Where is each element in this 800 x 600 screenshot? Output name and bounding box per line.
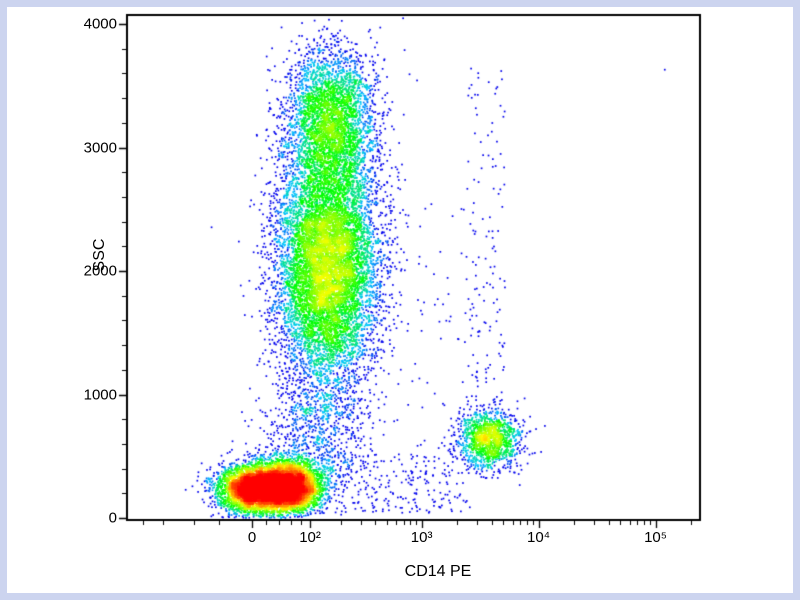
y-tick-label-0: 0 (108, 509, 117, 527)
y-tick-label-1000: 1000 (83, 386, 117, 403)
x-axis-label: CD14 PE (404, 563, 472, 580)
x-tick-label-100000: 10⁵ (644, 529, 667, 546)
x-tick-label-100: 10² (299, 529, 321, 546)
x-tick-label-10000: 10⁴ (526, 529, 551, 546)
y-tick-label-3000: 3000 (83, 139, 117, 156)
x-tick-label-1000: 10³ (410, 529, 433, 546)
x-tick-label-0: 0 (247, 529, 257, 546)
y-tick-label-4000: 4000 (83, 15, 117, 33)
y-tick-label-2000: 2000 (83, 262, 117, 280)
